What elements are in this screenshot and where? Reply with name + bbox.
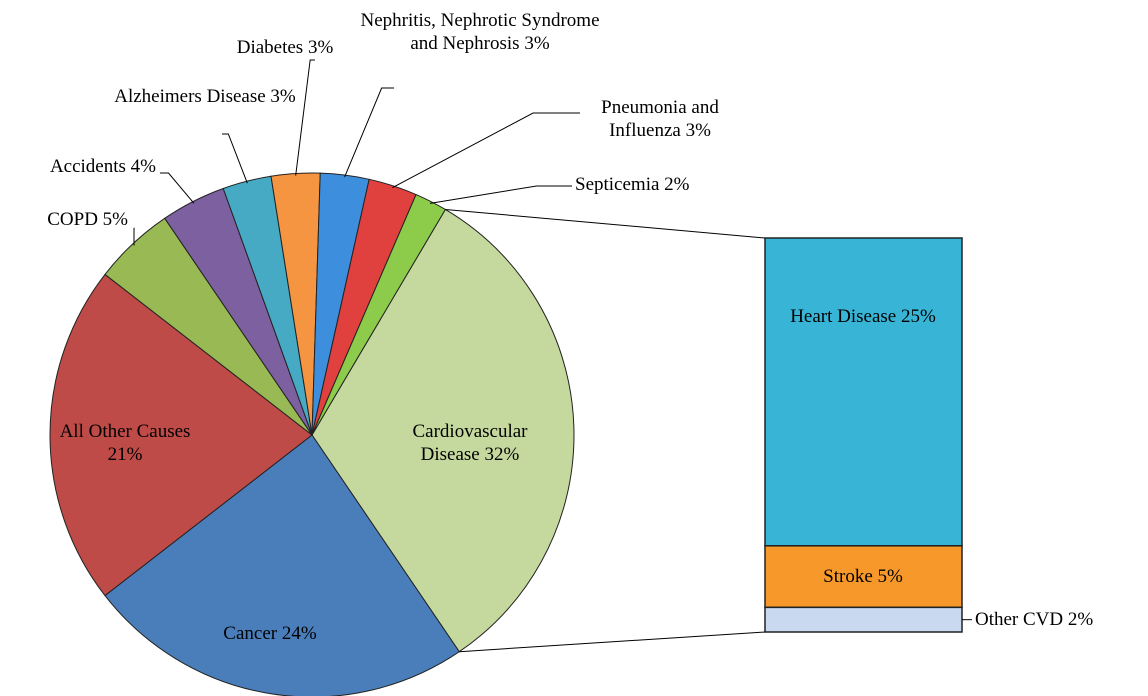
label-value: 3%: [524, 33, 550, 54]
data-label: Cancer 24%: [185, 622, 355, 645]
label-value: 5%: [877, 566, 903, 587]
connector-line: [445, 208, 766, 239]
leader-line: [344, 87, 394, 178]
leader-line: [295, 59, 315, 176]
label-name: Cardiovascular Disease: [412, 421, 528, 465]
bar-segment: [764, 237, 963, 547]
data-label: Heart Disease 25%: [788, 305, 938, 328]
label-value: 3%: [685, 120, 711, 141]
label-name: All Other Causes: [59, 421, 191, 442]
label-value: 25%: [900, 306, 936, 327]
pie-slice: [49, 273, 313, 597]
data-label: Nephritis, Nephrotic Syndrome and Nephro…: [360, 9, 600, 55]
data-label: Other CVD 2%: [975, 608, 1148, 631]
label-value: 32%: [484, 444, 520, 465]
label-value: 3%: [270, 86, 296, 107]
label-name: Septicemia: [575, 174, 660, 195]
data-label: All Other Causes 21%: [40, 420, 210, 466]
data-label: Alzheimers Disease 3%: [85, 85, 325, 108]
leader-line: [222, 133, 248, 184]
data-label: Accidents 4%: [0, 155, 156, 178]
label-name: Pneumonia and Influenza: [601, 97, 719, 141]
data-label: Septicemia 2%: [575, 173, 775, 196]
data-label: Pneumonia and Influenza 3%: [570, 96, 750, 142]
label-name: Stroke: [823, 566, 873, 587]
label-name: Nephritis, Nephrotic Syndrome and Nephro…: [360, 10, 600, 54]
leader-line: [392, 112, 580, 189]
leader-line: [160, 172, 195, 204]
label-value: 3%: [307, 37, 334, 58]
data-label: Cardiovascular Disease 32%: [385, 420, 555, 466]
label-value: 4%: [130, 156, 156, 177]
label-name: Alzheimers Disease: [114, 86, 266, 107]
data-label: Stroke 5%: [788, 565, 938, 588]
label-value: 2%: [664, 174, 690, 195]
label-value: 24%: [281, 623, 317, 644]
data-label: COPD 5%: [0, 208, 128, 231]
pie-slice: [104, 434, 460, 696]
pie-slice: [311, 193, 447, 436]
connector-line: [459, 631, 766, 653]
label-value: 5%: [102, 209, 128, 230]
bar-segment: [764, 606, 963, 633]
label-name: Diabetes: [236, 37, 304, 58]
bar-segment: [764, 545, 963, 609]
label-name: Heart Disease: [790, 306, 897, 327]
pie-slice: [311, 208, 575, 653]
label-name: COPD: [47, 209, 98, 230]
leader-line: [429, 185, 572, 204]
label-value: 2%: [1067, 609, 1094, 630]
label-name: Cancer: [223, 623, 278, 644]
data-label: Diabetes 3%: [200, 36, 370, 59]
label-value: 21%: [107, 444, 143, 465]
label-name: Accidents: [49, 156, 126, 177]
label-name: Other CVD: [975, 609, 1064, 630]
